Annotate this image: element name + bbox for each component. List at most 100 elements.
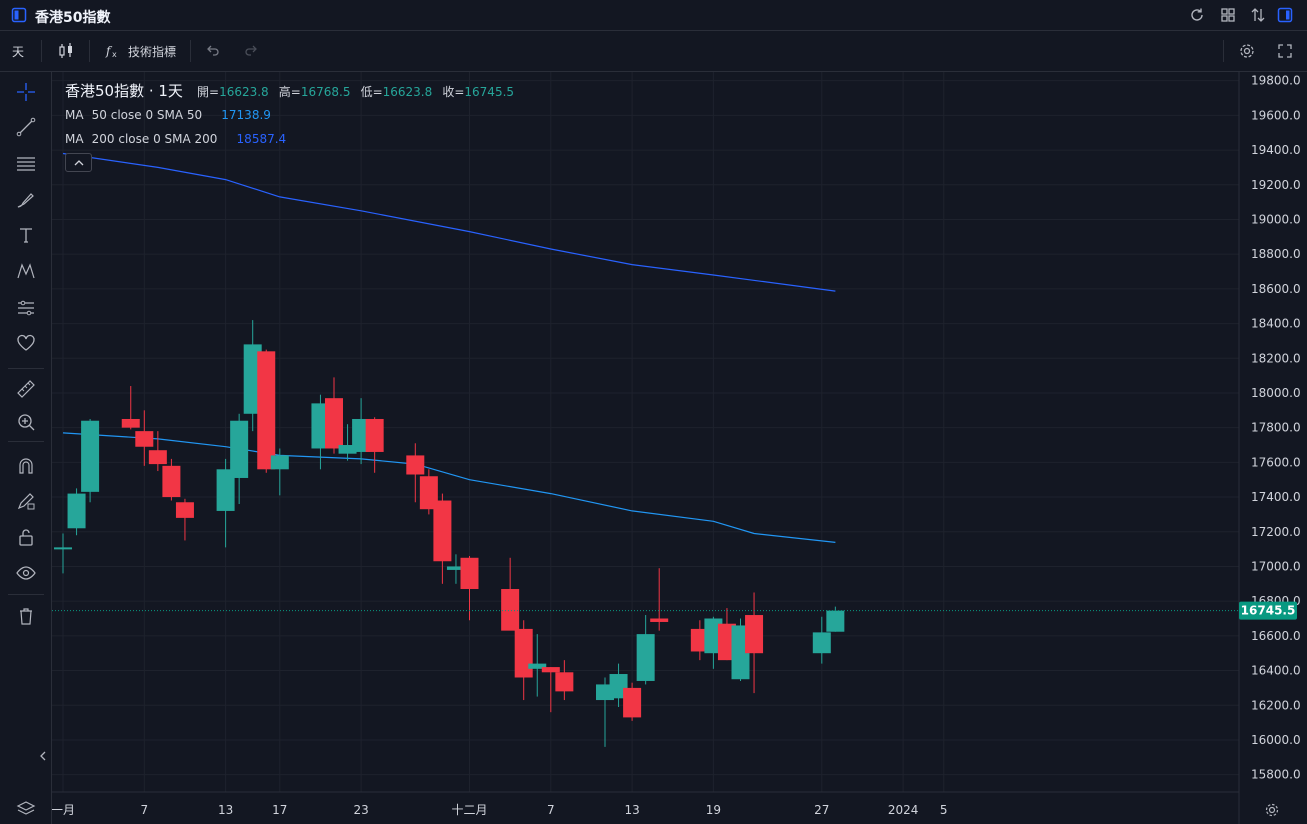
candle-body [623, 687, 642, 718]
candle [812, 616, 831, 664]
lock-drawing-icon[interactable] [11, 486, 41, 516]
time-tick-label: 17 [272, 803, 287, 817]
trash-icon[interactable] [11, 601, 41, 631]
brush-icon[interactable] [11, 185, 41, 215]
candle-body [338, 445, 357, 454]
candle-body [54, 547, 72, 550]
candle-body [433, 500, 452, 562]
collapse-sidebar-icon[interactable] [36, 741, 50, 771]
price-tick-label: 17400.0 [1251, 490, 1301, 504]
time-tick-label: 19 [706, 803, 721, 817]
toolbar-divider [89, 40, 90, 62]
fib-icon[interactable] [11, 149, 41, 179]
candle-body [216, 469, 235, 511]
price-tick-label: 18800.0 [1251, 247, 1301, 261]
legend-ma50[interactable]: MA 50 close 0 SMA 50 17138.9 [65, 104, 271, 123]
fullscreen-icon[interactable] [1274, 40, 1296, 62]
crosshair-icon[interactable] [11, 77, 41, 107]
candle-body [704, 618, 723, 654]
toolbar-divider [1223, 40, 1224, 62]
candle [121, 386, 140, 430]
candle [54, 533, 72, 574]
heart-icon[interactable] [11, 328, 41, 358]
candle-body [541, 667, 560, 673]
time-tick-label: 一月 [52, 803, 75, 817]
price-tick-label: 19200.0 [1251, 178, 1301, 192]
indicators-button[interactable]: 技術指標 [128, 45, 177, 59]
price-tick-label: 15800.0 [1251, 768, 1301, 782]
app-title: 香港50指數 [35, 10, 111, 26]
panel-icon[interactable] [1274, 4, 1296, 26]
candle [419, 469, 438, 515]
candle [162, 458, 181, 501]
candle-body [406, 455, 425, 475]
drawing-sidebar [0, 72, 52, 824]
forecast-icon[interactable] [11, 293, 41, 323]
layout-icon[interactable] [8, 4, 30, 26]
time-tick-label: 13 [218, 803, 233, 817]
price-chart[interactable]: 15800.016000.016200.016400.016600.016800… [52, 72, 1307, 824]
grid-icon[interactable] [1217, 4, 1239, 26]
lock-icon[interactable] [11, 522, 41, 552]
candle [704, 616, 723, 669]
price-tick-label: 16400.0 [1251, 664, 1301, 678]
price-tick-label: 17600.0 [1251, 455, 1301, 469]
legend-ma200[interactable]: MA 200 close 0 SMA 200 18587.4 [65, 128, 286, 147]
magnet-icon[interactable] [11, 451, 41, 481]
candle [311, 394, 330, 470]
candle [216, 458, 235, 548]
candle-body [352, 418, 371, 452]
candle-body [162, 465, 181, 498]
candle-body [446, 566, 465, 570]
time-axis[interactable]: 一月 7 13 17 23 十二月 7 13 19 27 2024 5 [52, 791, 1239, 817]
undo-icon[interactable] [202, 40, 224, 62]
candle [623, 682, 642, 721]
candle-body [419, 476, 438, 510]
candle [352, 398, 371, 465]
candle-body [325, 398, 343, 449]
settings-gear-icon[interactable] [1265, 803, 1279, 817]
time-tick-label: 23 [353, 803, 368, 817]
text-icon[interactable] [11, 220, 41, 250]
candle-body [148, 450, 167, 465]
candle [257, 349, 276, 473]
candle-body [636, 634, 655, 681]
candle [717, 608, 736, 661]
pattern-icon[interactable] [11, 256, 41, 286]
zoom-icon[interactable] [11, 407, 41, 437]
candle-type-icon[interactable] [55, 40, 77, 62]
price-tick-label: 16200.0 [1251, 698, 1301, 712]
eye-icon[interactable] [11, 558, 41, 588]
trendline-icon[interactable] [11, 112, 41, 142]
compare-icon[interactable] [1247, 4, 1269, 26]
candle-body [528, 663, 547, 669]
price-axis[interactable]: 15800.016000.016200.016400.016600.016800… [1251, 74, 1301, 782]
ruler-icon[interactable] [11, 374, 41, 404]
candle [609, 663, 628, 707]
candle [745, 592, 764, 694]
candle-body [745, 615, 764, 654]
price-tick-label: 19000.0 [1251, 212, 1301, 226]
candle-body [135, 431, 154, 447]
candle [501, 557, 520, 631]
price-tick-label: 19600.0 [1251, 108, 1301, 122]
refresh-icon[interactable] [1186, 4, 1208, 26]
candle [325, 377, 343, 454]
chevron-up-icon [74, 159, 83, 165]
settings-icon[interactable] [1236, 40, 1258, 62]
candle [446, 554, 465, 584]
candle [433, 493, 452, 584]
legend-collapse-button[interactable] [65, 153, 92, 172]
price-tick-label: 18200.0 [1251, 351, 1301, 365]
candle [406, 443, 425, 503]
interval-button[interactable]: 天 [12, 45, 25, 59]
candle [175, 498, 194, 541]
candle [81, 418, 100, 503]
legend-ohlc: 開=16623.8 高=16768.5 低=16623.8 收=16745.5 [197, 81, 514, 100]
layers-icon[interactable] [11, 794, 41, 824]
legend-symbol: 香港50指數 · 1天 [65, 82, 183, 100]
redo-icon[interactable] [240, 40, 262, 62]
candle [148, 431, 167, 472]
